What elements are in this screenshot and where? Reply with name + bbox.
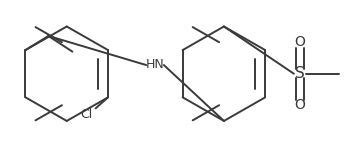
Text: Cl: Cl [81, 108, 93, 121]
Text: HN: HN [146, 58, 164, 71]
Text: S: S [295, 66, 305, 81]
Text: O: O [294, 98, 305, 112]
Text: O: O [294, 35, 305, 49]
